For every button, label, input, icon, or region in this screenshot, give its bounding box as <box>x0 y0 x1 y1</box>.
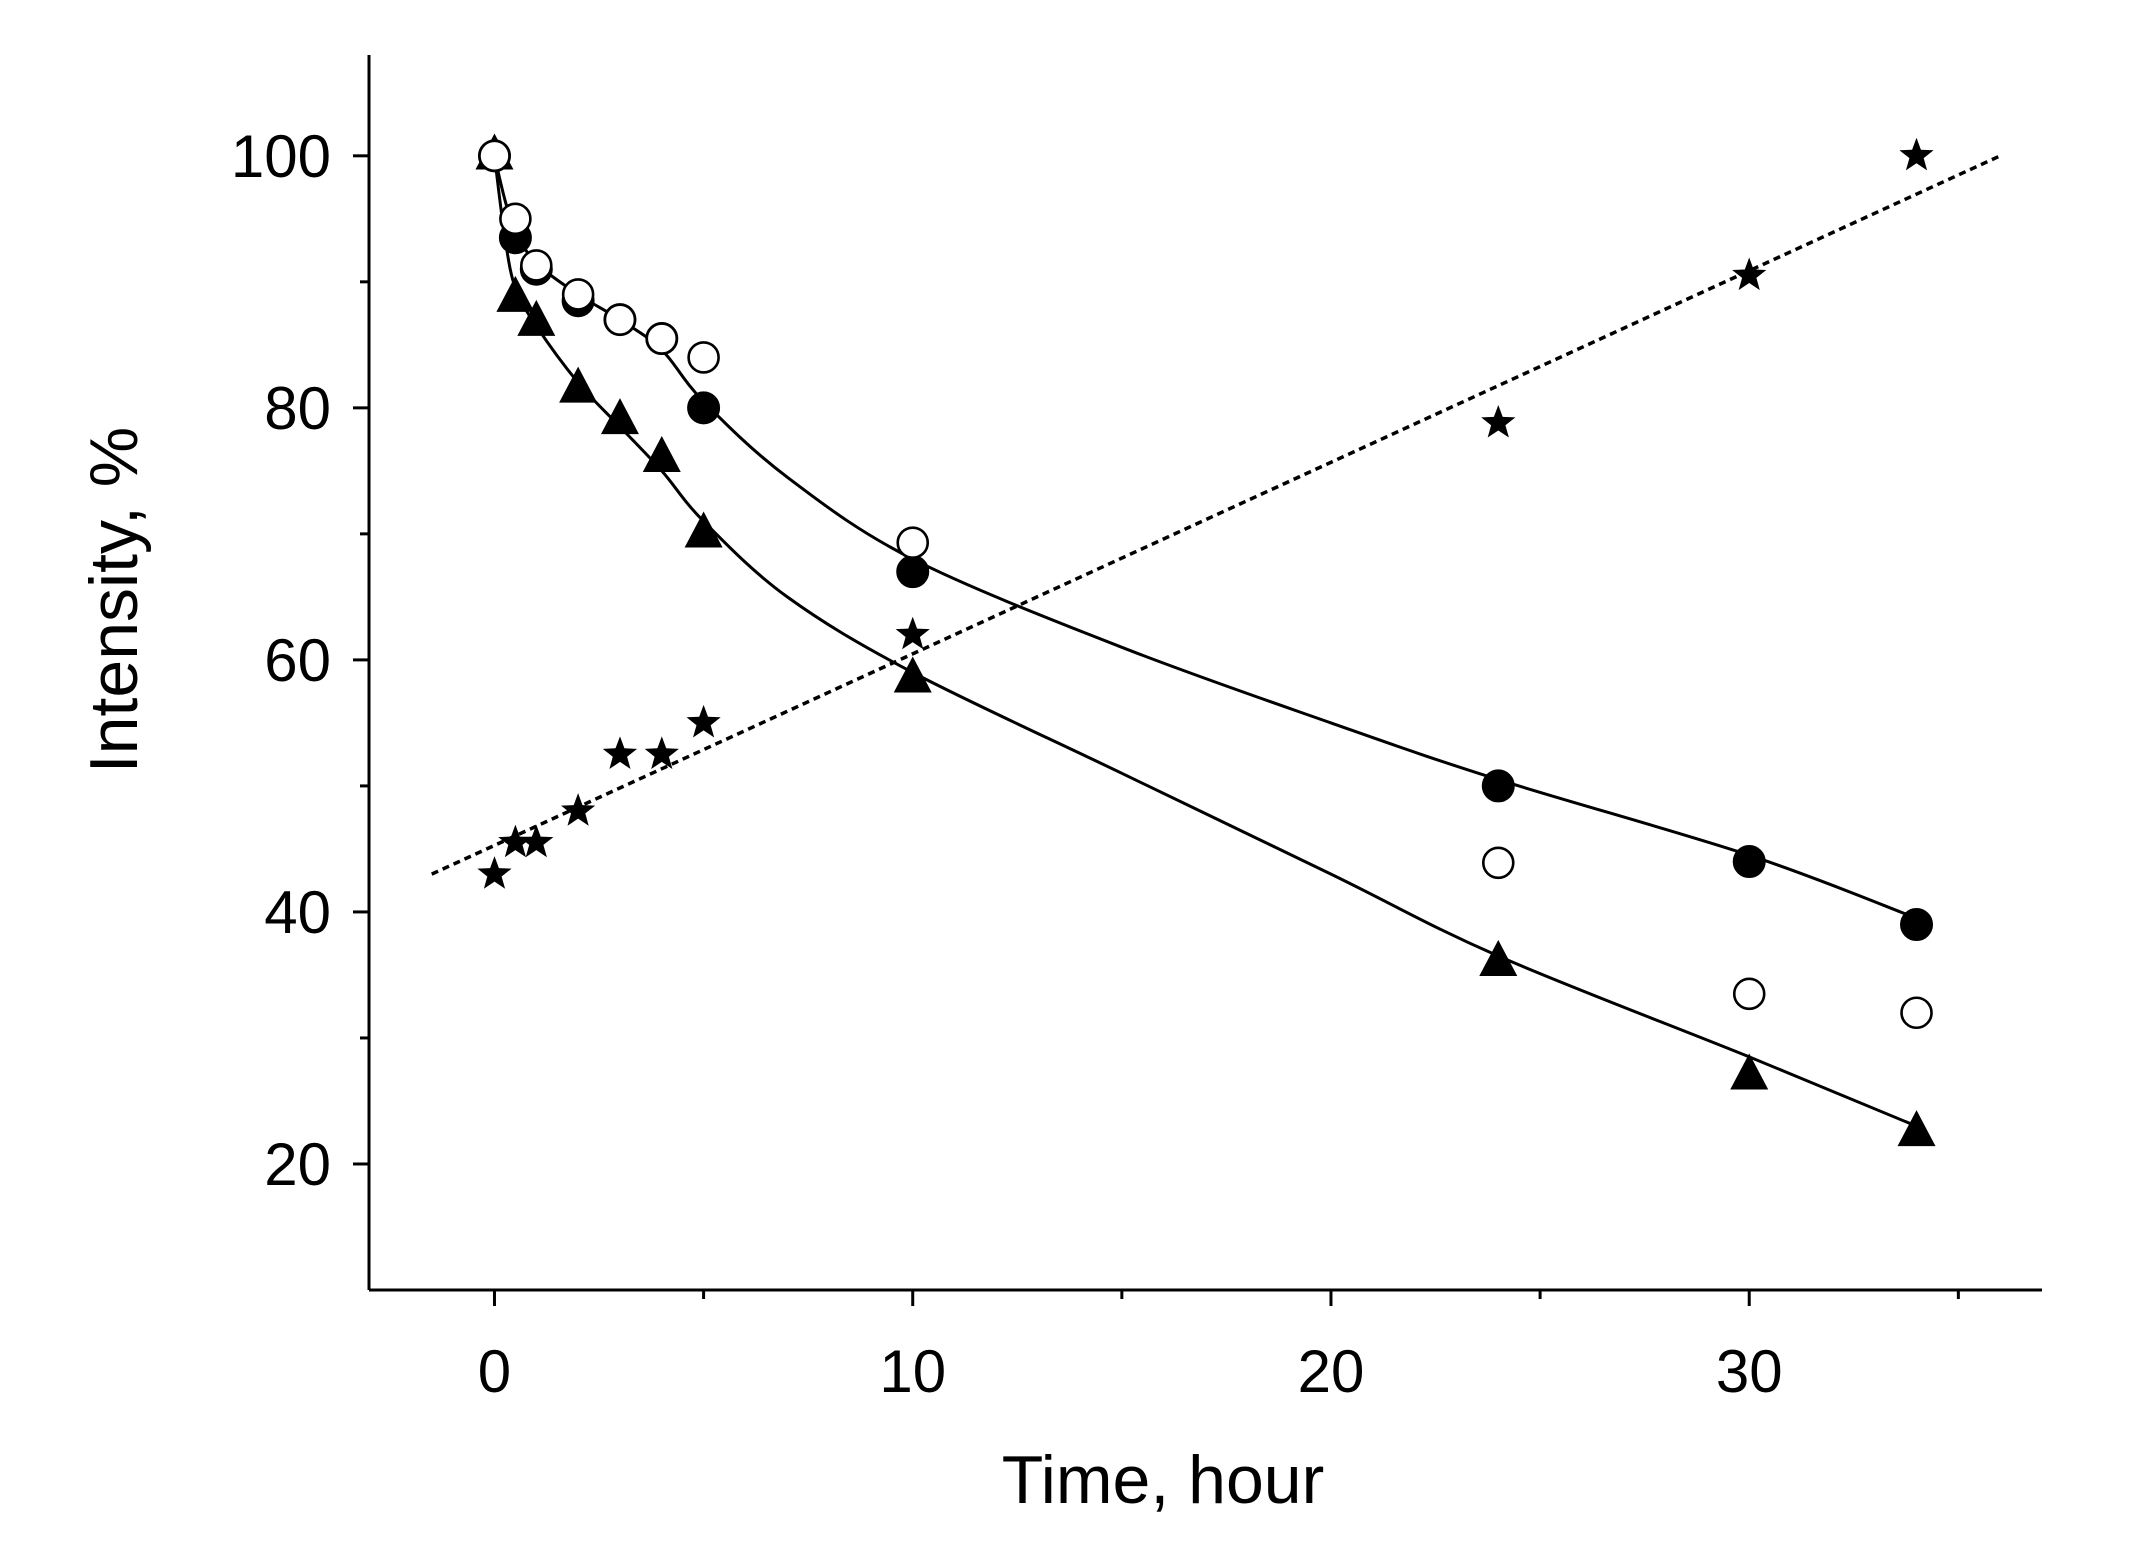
triangle-point <box>893 656 932 693</box>
triangle-point <box>642 435 681 472</box>
open-circle-point <box>1732 977 1766 1011</box>
fit-lines <box>431 154 2001 1128</box>
y-tick-label: 40 <box>264 879 331 946</box>
fit-line <box>431 154 2001 876</box>
x-tick-label: 0 <box>478 1338 511 1405</box>
star-point <box>895 616 930 650</box>
triangle-point <box>559 366 598 403</box>
x-tick-label: 30 <box>1716 1338 1783 1405</box>
open-circle-point <box>478 139 511 173</box>
filled-circle-point <box>1900 908 1934 942</box>
open-circle-point <box>561 278 595 311</box>
star-point <box>602 736 638 769</box>
filled-circle-point <box>1732 845 1766 879</box>
y-tick-label: 80 <box>264 375 331 442</box>
triangle-point <box>1479 940 1518 977</box>
y-tick-label: 20 <box>264 1131 331 1198</box>
data-points <box>475 133 1936 1147</box>
fit-line <box>492 155 1918 1128</box>
open-circle-point <box>896 526 930 559</box>
open-circle-point <box>1900 996 1933 1030</box>
x-axis-title: Time, hour <box>1002 1442 1324 1518</box>
star-point <box>477 856 512 889</box>
star-point <box>644 736 679 769</box>
triangle-point <box>1730 1053 1769 1090</box>
triangle-point <box>496 275 535 312</box>
star-point <box>1481 405 1516 438</box>
axes: 0 10 20 30 20 40 60 80 100 <box>231 55 2042 1405</box>
star-point <box>498 824 533 858</box>
filled-circle-point <box>687 391 721 425</box>
star-point <box>686 704 721 738</box>
open-circle-point <box>645 322 679 355</box>
y-axis-title: Intensity, % <box>76 427 152 773</box>
star-point <box>1899 137 1934 171</box>
open-circle-point <box>687 341 720 374</box>
open-circle-point <box>499 202 532 236</box>
x-tick-label: 20 <box>1298 1338 1365 1405</box>
open-circle-point <box>1481 846 1515 880</box>
open-circle-point <box>519 249 553 282</box>
triangle-point <box>684 511 723 548</box>
star-point <box>519 824 554 858</box>
y-tick-label: 100 <box>231 123 331 190</box>
triangle-point <box>600 398 639 435</box>
x-tick-label: 10 <box>879 1338 946 1405</box>
star-point <box>561 793 596 826</box>
filled-circle-point <box>1481 769 1515 803</box>
filled-circle-point <box>896 555 930 589</box>
triangle-point <box>517 299 556 336</box>
triangle-point <box>1897 1110 1936 1147</box>
star-point <box>1732 257 1767 291</box>
y-tick-label: 60 <box>264 627 331 694</box>
open-circle-point <box>603 303 637 336</box>
